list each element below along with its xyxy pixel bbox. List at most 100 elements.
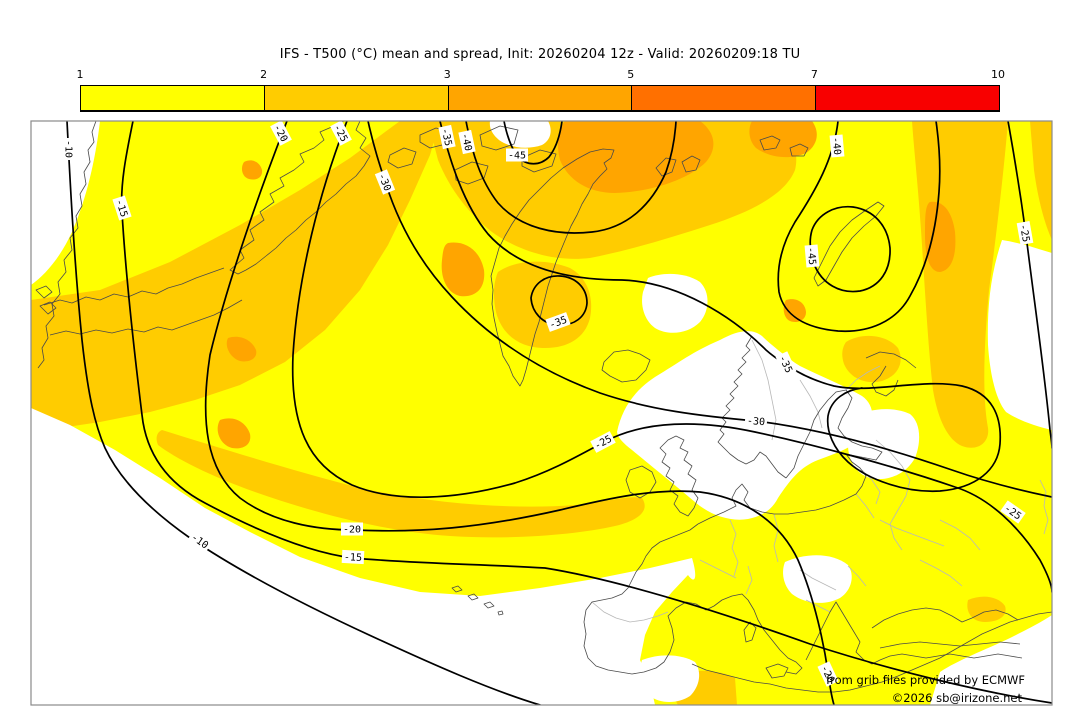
contour-line-minus35-greenland [530,275,588,326]
country-border [799,365,881,429]
contour-label: -40 [458,129,476,155]
coastline-iceland [601,349,651,383]
contour-line-minus40-canada [465,121,677,234]
contour-label-box [187,529,213,553]
coastline-azores [451,585,504,616]
contour-label: -25 [1016,221,1034,245]
contour-label: -15 [341,549,365,565]
contour-label-box [1016,221,1034,245]
coastline-novaya-zemlya [813,201,885,287]
contour-line-minus40-novaya [777,121,941,333]
contour-layer [66,121,1052,705]
contour-line-minus25-right [1007,121,1052,449]
country-border [879,519,945,547]
coastline-svalbard [655,155,701,177]
contour-label-text: -40 [459,132,474,152]
contour-label-box [1000,500,1026,524]
contour-label-box [270,121,292,146]
contour-label: -30 [744,413,768,429]
spread-region-orange [441,242,485,297]
legend-tick-row: 1 2 3 5 7 10 [76,68,1006,82]
coastline-adriatic-aegean [805,601,1023,665]
legend-segment-2 [447,86,632,110]
coastline-greenland [490,148,615,387]
legend-tick-label: 2 [260,68,268,81]
spread-region [156,430,645,538]
contour-label-text: -30 [746,416,765,429]
contour-label-box [744,413,768,429]
legend-bar [80,85,1000,112]
contour-label-text: -15 [344,552,363,564]
contour-line-minus20 [204,121,835,705]
contour-label-box [458,129,476,155]
contour-label: -15 [112,195,132,221]
contour-line-minus35 [439,121,1002,493]
contour-line-minus25-main [291,121,1052,593]
coastline-europe-atlantic [583,523,803,675]
contour-label: -45 [506,148,528,162]
legend-segment-1 [263,86,448,110]
country-border [875,439,911,551]
contour-label-box [374,169,396,195]
contour-label-text: -35 [439,127,454,147]
coastline-ungava [49,299,243,336]
spread-region [842,335,901,383]
country-border-layer [591,339,1049,623]
spread-region-white [987,240,1052,430]
legend-tick-label: 1 [76,68,84,81]
contour-label-box [438,124,456,150]
contour-label: -35 [438,124,456,150]
spread-region-orange [749,121,817,158]
legend-tick-label: 3 [443,68,451,81]
map-border [30,120,1053,706]
country-border [699,559,753,595]
country-border [729,513,779,577]
legend-segment-3 [631,86,816,110]
country-border [1039,479,1049,535]
contour-label-text: -45 [805,247,818,266]
attribution-line-2: ©2026 sb@irizone.net [892,691,1023,705]
contour-label-box [330,121,352,146]
attribution-line-1: from grib files provided by ECMWF [826,673,1025,687]
coastline-labrador [37,121,97,369]
spread-region-orange [217,418,251,449]
spread-region-orange [241,160,263,180]
contour-line-minus10 [66,121,541,705]
legend-segment-4 [815,86,999,110]
contour-label-text: -45 [508,151,526,162]
contour-label-box [112,195,132,221]
spread-region [493,261,592,348]
legend-tick-label: 7 [810,68,818,81]
legend-tick-label: 5 [627,68,635,81]
contour-label-box [775,351,797,377]
contour-label-text: -10 [63,140,74,158]
contour-label: -40 [829,134,845,158]
coastline-britain [659,435,699,517]
country-border [799,565,867,613]
coastline-belle-isle [35,285,57,315]
contour-label-box [62,138,76,160]
contour-label-box [341,549,365,565]
coastline-africa [691,611,1052,693]
spread-region-white [930,615,1052,705]
contour-label-text: -20 [343,525,361,536]
contour-label-box [341,522,363,536]
coastline-norway [717,335,787,479]
country-border [919,519,981,587]
attribution: from grib files provided by ECMWF ©2026 … [826,673,1025,705]
coastline-kola-white-sea [865,351,917,397]
legend-tick-label: 10 [991,68,1005,81]
contour-label: -10 [62,138,76,160]
contour-label-box [804,244,820,268]
coastline-franz-josef [759,135,809,157]
spread-white-layer [31,121,1052,705]
contour-label: -20 [341,522,363,536]
coastline-hudson-strait [43,267,225,306]
contour-label-box [590,431,616,453]
contour-label: -45 [804,244,820,268]
spread-region-orange [226,336,257,362]
contour-line-minus15 [120,121,1052,704]
contour-label-box [506,148,528,162]
